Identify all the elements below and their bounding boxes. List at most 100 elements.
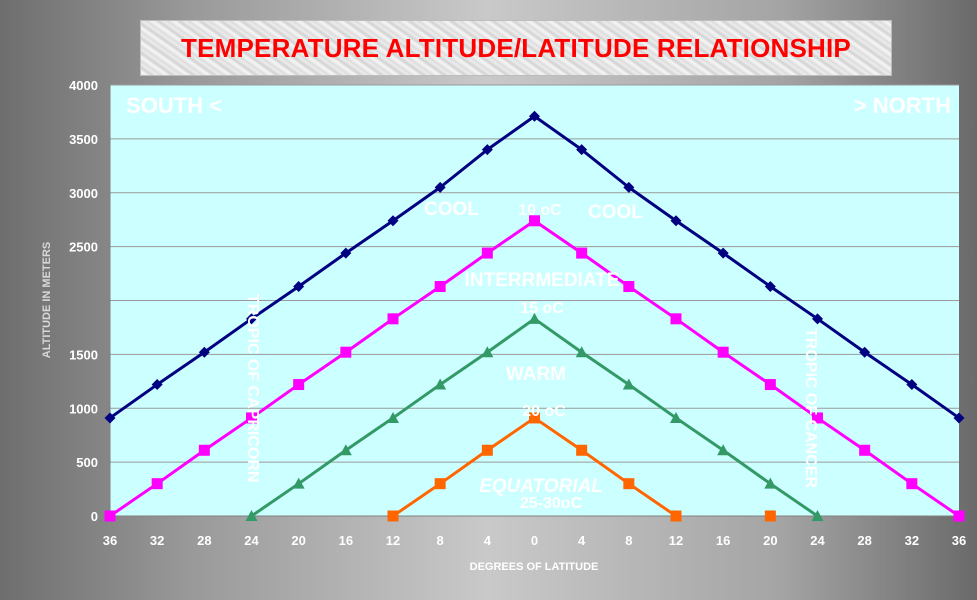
y-tick-label: 4000 [69, 78, 98, 93]
data-point-square [717, 346, 729, 358]
annotation-equatorial: EQUATORIAL [479, 476, 603, 497]
data-point-triangle [528, 312, 541, 324]
data-point-diamond [764, 280, 776, 292]
data-point-triangle [622, 378, 635, 390]
data-point-diamond [906, 379, 918, 391]
data-point-triangle [764, 477, 777, 489]
x-tick-label: 12 [386, 533, 400, 548]
data-point-triangle [575, 346, 588, 358]
data-point-triangle [339, 444, 352, 456]
annotation-temp-25: 25-30oC [520, 495, 583, 512]
annotation-temp-20: 20 oC [522, 403, 566, 420]
data-point-triangle [717, 444, 730, 456]
annotation-cool-left: COOL [424, 199, 479, 220]
data-point-square [151, 478, 163, 490]
x-tick-label: 36 [952, 533, 966, 548]
annotation-temp-10: 10 oC [518, 202, 562, 219]
annotation-north: > NORTH [854, 93, 951, 118]
data-point-square [670, 313, 682, 325]
data-point-square [623, 478, 635, 490]
x-tick-label: 36 [103, 533, 117, 548]
y-tick-label: 500 [76, 455, 98, 470]
data-point-diamond [198, 346, 210, 358]
data-point-square [529, 412, 540, 424]
data-point-triangle [292, 477, 305, 489]
x-tick-label: 32 [905, 533, 919, 548]
data-point-square [246, 412, 257, 424]
data-point-diamond [670, 215, 682, 227]
data-point-square [434, 280, 446, 292]
data-point-square [576, 247, 588, 259]
y-tick-label: 1500 [69, 347, 98, 362]
data-point-square [387, 510, 399, 522]
annotation-warm: WARM [506, 364, 566, 385]
data-point-square [953, 510, 965, 522]
annotation-intermediate: INTERRMEDIATE [465, 270, 620, 291]
y-tick-label: 2500 [69, 240, 98, 255]
data-point-diamond [434, 181, 446, 193]
y-axis-label: ALTITUDE IN METERS [41, 242, 53, 359]
x-tick-label: 20 [763, 533, 777, 548]
series-markers [104, 110, 965, 522]
data-point-diamond [293, 280, 305, 292]
data-point-diamond [151, 379, 163, 391]
x-tick-label: 28 [197, 533, 211, 548]
data-point-diamond [859, 346, 871, 358]
y-tick-label: 3000 [69, 186, 98, 201]
data-point-square [623, 280, 635, 292]
data-point-square [387, 313, 399, 325]
data-point-diamond [104, 412, 116, 424]
annotation-tropic-cancer: TROPIC OF CANCER [802, 328, 819, 488]
data-point-diamond [576, 144, 588, 156]
x-tick-label: 28 [857, 533, 871, 548]
data-point-square [670, 510, 682, 522]
x-tick-label: 12 [669, 533, 683, 548]
x-axis-label: DEGREES OF LATITUDE [470, 561, 599, 573]
x-axis-ticks: 36 32 28 24 20 16 12 8 4 0 4 8 12 16 20 24 28 32 36 [103, 533, 966, 548]
x-tick-label: 4 [578, 533, 586, 548]
x-tick-label: 4 [484, 533, 492, 548]
data-point-square [481, 247, 493, 259]
data-point-triangle [811, 510, 824, 521]
data-point-triangle [670, 411, 682, 423]
data-point-square [764, 379, 776, 391]
data-point-square [481, 444, 493, 456]
x-tick-label: 24 [244, 533, 259, 548]
x-tick-label: 20 [291, 533, 305, 548]
data-point-diamond [387, 215, 399, 227]
x-tick-label: 16 [339, 533, 353, 548]
data-point-diamond [481, 144, 493, 156]
data-point-triangle [434, 378, 447, 390]
annotation-cool-right: COOL [588, 202, 643, 223]
data-point-square [434, 478, 446, 490]
y-tick-label: 0 [91, 509, 98, 524]
data-point-diamond [529, 110, 540, 122]
data-point-square [340, 346, 352, 358]
annotation-south: SOUTH < [126, 93, 222, 118]
data-point-diamond [717, 247, 729, 259]
x-tick-label: 0 [531, 533, 538, 548]
x-tick-label: 8 [437, 533, 444, 548]
data-point-square [764, 510, 776, 522]
chart-title: TEMPERATURE ALTITUDE/LATITUDE RELATIONSH… [181, 32, 851, 63]
data-point-triangle [481, 346, 494, 358]
data-point-triangle [245, 510, 258, 521]
data-point-diamond [953, 412, 965, 424]
y-tick-label: 3500 [69, 132, 98, 147]
data-point-square [198, 444, 210, 456]
data-point-square [812, 412, 823, 424]
data-point-square [576, 444, 588, 456]
data-point-square [906, 478, 918, 490]
data-point-diamond [812, 313, 823, 325]
chart-title-box: TEMPERATURE ALTITUDE/LATITUDE RELATIONSH… [140, 20, 892, 76]
data-point-diamond [340, 247, 352, 259]
x-tick-label: 32 [150, 533, 164, 548]
data-point-diamond [623, 181, 635, 193]
data-point-square [529, 215, 540, 227]
data-point-square [859, 444, 871, 456]
y-axis-ticks: 0 500 1000 1500 2500 3000 3500 4000 [69, 78, 98, 524]
x-tick-label: 16 [716, 533, 730, 548]
data-point-diamond [246, 313, 257, 325]
y-tick-label: 1000 [69, 401, 98, 416]
